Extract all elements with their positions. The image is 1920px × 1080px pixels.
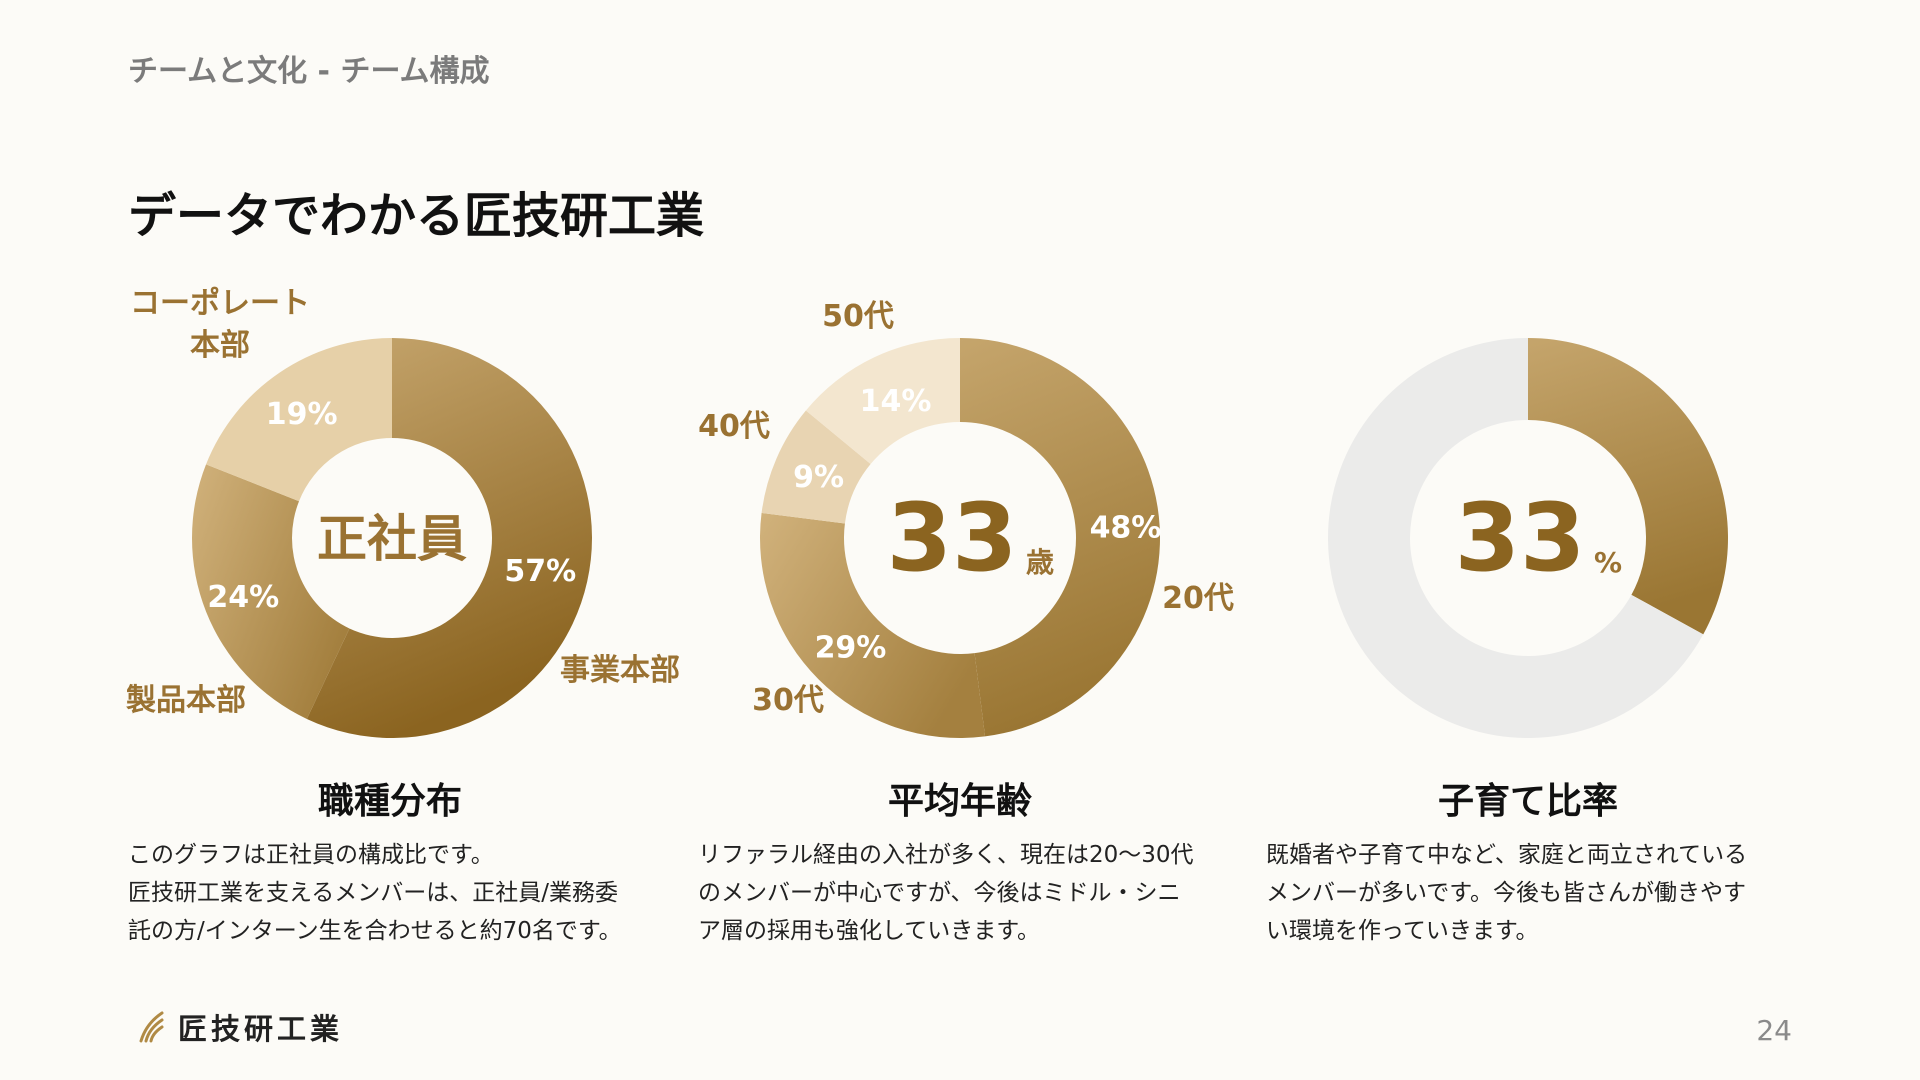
leaf-logo-icon [139,1011,164,1043]
donut-slice-0-0 [306,338,592,738]
category-label-0-2: 本部 [190,328,250,363]
donut-slice-2-1 [1328,338,1704,738]
center-value-1: 33 [887,484,1018,593]
category-label-1-1: 30代 [752,683,824,718]
chart-title-job-distribution: 職種分布 [317,781,462,822]
description-line: 既婚者や子育て中など、家庭と両立されている [1266,842,1748,868]
donut-slice-1-1 [760,512,986,738]
chart-description-job-distribution: このグラフは正社員の構成比です。 匠技研工業を支えるメンバーは、正社員/業務委 … [128,836,688,950]
category-label-0-0: 事業本部 [560,653,680,688]
donut-slice-1-3 [805,338,960,465]
company-logo: 匠技研工業 [138,1006,343,1048]
category-label-1-3: 50代 [822,299,894,334]
donut-slice-1-2 [761,410,871,524]
description-line: い環境を作っていきます。 [1266,918,1539,944]
category-label-0-1: 製品本部 [126,683,246,718]
center-unit-1: 歳 [1026,546,1054,579]
center-label-0: 正社員 [317,510,467,568]
value-label-1-1: 29% [815,631,887,666]
description-line: ア層の採用も強化していきます。 [698,918,1041,944]
description-line: メンバーが多いです。今後も皆さんが働きやす [1266,880,1747,906]
center-unit-2: % [1594,546,1622,579]
description-line: 託の方/インターン生を合わせると約70名です。 [128,918,622,944]
category-label-0-2: コーポレート [130,286,310,321]
description-line: 匠技研工業を支えるメンバーは、正社員/業務委 [128,880,619,906]
donut-slice-2-0 [1528,338,1729,635]
category-label-1-2: 40代 [698,409,770,444]
value-label-0-0: 57% [504,554,576,589]
value-label-1-2: 9% [793,460,844,495]
donut-slice-0-2 [206,338,392,502]
page-number: 24 [1756,1014,1792,1047]
description-line: のメンバーが中心ですが、今後はミドル・シニ [698,880,1181,906]
breadcrumb: チームと文化 - チーム構成 [128,54,490,89]
donut-slice-1-0 [960,338,1160,737]
center-value-2: 33 [1455,484,1586,593]
value-label-0-2: 19% [266,397,338,432]
page-title: データでわかる匠技研工業 [128,188,705,244]
donut-slice-0-1 [191,464,350,719]
chart-title-average-age: 平均年齢 [887,781,1032,822]
value-label-1-0: 48% [1090,511,1162,546]
chart-description-parenting-ratio: 既婚者や子育て中など、家庭と両立されている メンバーが多いです。今後も皆さんが働… [1266,836,1826,950]
value-label-1-3: 14% [860,384,932,419]
description-line: リファラル経由の入社が多く、現在は20〜30代 [698,842,1194,868]
chart-title-parenting-ratio: 子育て比率 [1437,781,1618,822]
brand-name: 匠技研工業 [178,1012,344,1046]
chart-description-average-age: リファラル経由の入社が多く、現在は20〜30代 のメンバーが中心ですが、今後はミ… [698,836,1258,950]
value-label-0-1: 24% [207,580,279,615]
category-label-1-0: 20代 [1162,581,1234,616]
description-line: このグラフは正社員の構成比です。 [128,842,494,868]
